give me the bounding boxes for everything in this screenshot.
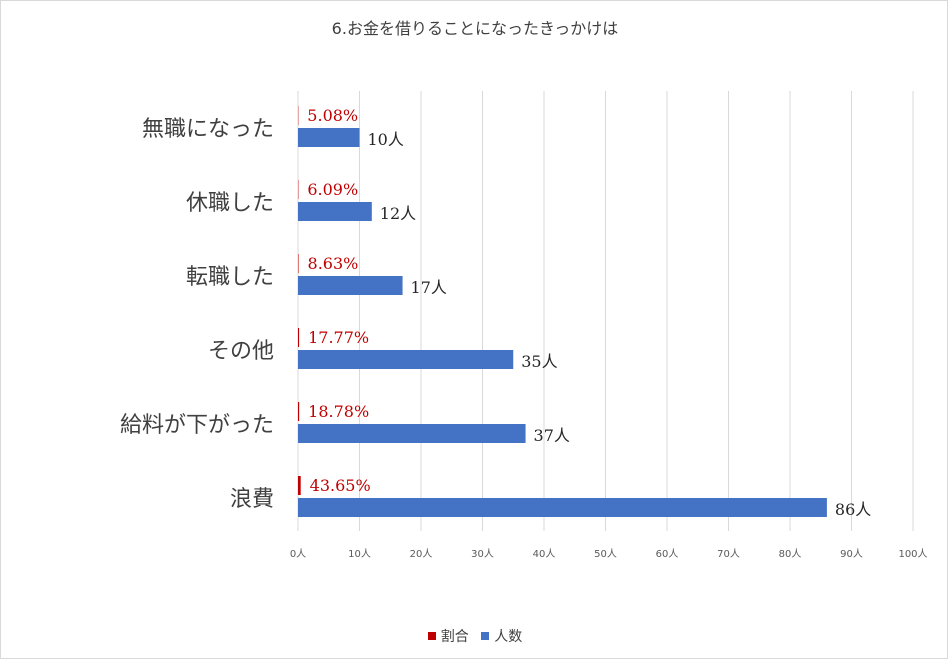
x-tick-label-0: 0人 bbox=[290, 548, 306, 560]
ratio-value-label-3: 17.77% bbox=[308, 328, 369, 347]
count-value-label-1: 12人 bbox=[380, 204, 416, 223]
count-value-label-3: 35人 bbox=[521, 352, 557, 371]
count-value-label-0: 10人 bbox=[368, 130, 404, 149]
category-label-1: 休職した bbox=[186, 191, 274, 216]
legend-swatch-ratio bbox=[428, 632, 436, 640]
category-label-5: 浪費 bbox=[230, 487, 274, 512]
ratio-value-label-2: 8.63% bbox=[308, 254, 359, 273]
x-tick-label-2: 20人 bbox=[410, 548, 433, 560]
ratio-bar-5 bbox=[298, 476, 301, 495]
x-tick-label-8: 80人 bbox=[779, 548, 802, 560]
legend-item-count: 人数 bbox=[481, 626, 522, 646]
count-bar-2 bbox=[298, 276, 403, 295]
count-bar-0 bbox=[298, 128, 360, 147]
x-tick-label-7: 70人 bbox=[717, 548, 740, 560]
ratio-value-label-4: 18.78% bbox=[308, 402, 369, 421]
category-label-4: 給料が下がった bbox=[120, 413, 274, 438]
category-label-0: 無職になった bbox=[142, 117, 274, 142]
legend: 割合 人数 bbox=[1, 626, 948, 646]
ratio-bar-2 bbox=[298, 254, 299, 273]
count-bar-5 bbox=[298, 498, 827, 517]
x-tick-label-3: 30人 bbox=[471, 548, 494, 560]
count-bar-3 bbox=[298, 350, 513, 369]
count-bar-1 bbox=[298, 202, 372, 221]
ratio-value-label-0: 5.08% bbox=[307, 106, 358, 125]
x-tick-label-10: 100人 bbox=[898, 548, 927, 560]
category-label-3: その他 bbox=[208, 339, 274, 364]
x-tick-label-9: 90人 bbox=[840, 548, 863, 560]
ratio-value-label-1: 6.09% bbox=[307, 180, 358, 199]
x-tick-label-6: 60人 bbox=[656, 548, 679, 560]
count-bar-4 bbox=[298, 424, 526, 443]
ratio-bar-4 bbox=[298, 402, 299, 421]
category-label-2: 転職した bbox=[186, 265, 274, 290]
count-value-label-2: 17人 bbox=[411, 278, 447, 297]
count-value-label-4: 37人 bbox=[534, 426, 570, 445]
legend-item-ratio: 割合 bbox=[428, 626, 469, 646]
legend-label-ratio: 割合 bbox=[441, 626, 469, 646]
ratio-bar-3 bbox=[298, 328, 299, 347]
legend-swatch-count bbox=[481, 632, 489, 640]
count-value-label-5: 86人 bbox=[835, 500, 871, 519]
x-tick-label-4: 40人 bbox=[533, 548, 556, 560]
legend-label-count: 人数 bbox=[494, 626, 522, 646]
ratio-value-label-5: 43.65% bbox=[310, 476, 371, 495]
x-tick-label-5: 50人 bbox=[594, 548, 617, 560]
x-tick-label-1: 10人 bbox=[348, 548, 371, 560]
